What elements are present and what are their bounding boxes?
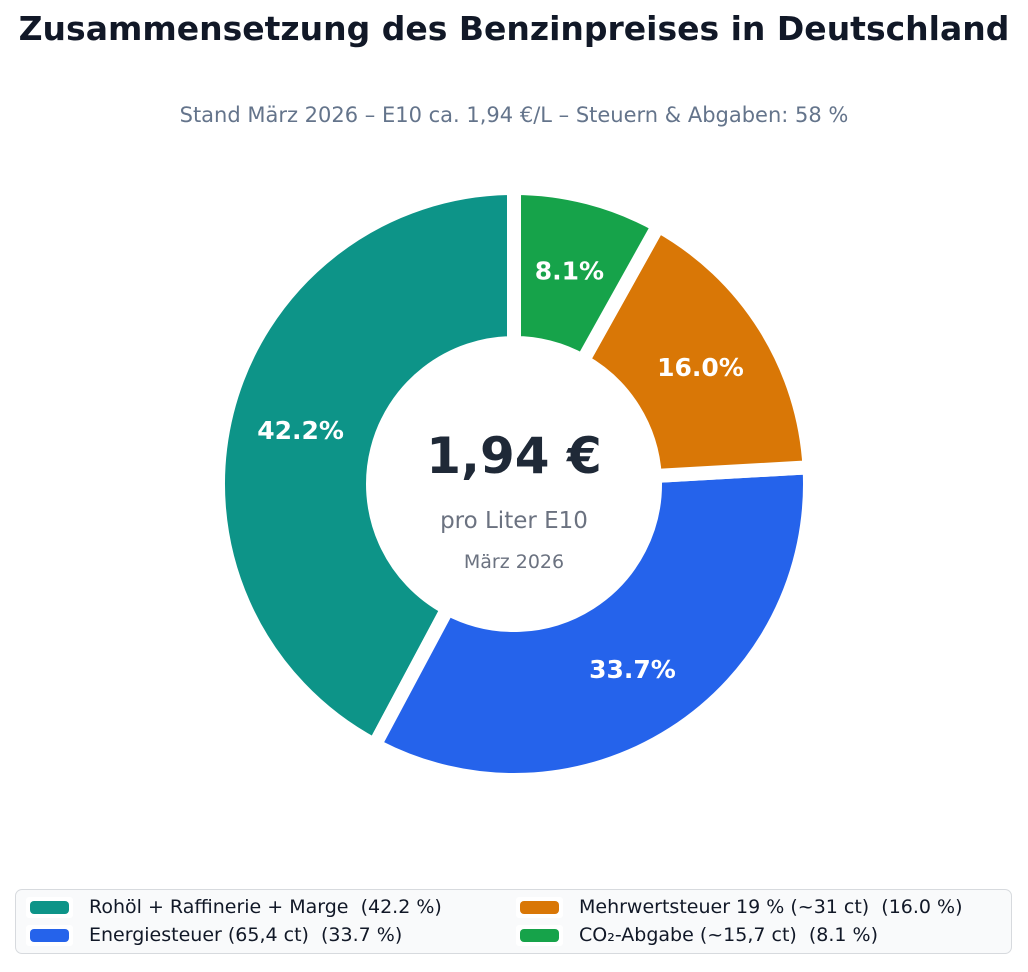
- legend-item-rohoel: Rohöl + Raffinerie + Marge (42.2 %): [26, 894, 516, 922]
- legend-item-co2: CO₂-Abgabe (~15,7 ct) (8.1 %): [516, 922, 1003, 950]
- legend-item-energiesteuer: Energiesteuer (65,4 ct) (33.7 %): [26, 922, 516, 950]
- chart-subtitle: Stand März 2026 – E10 ca. 1,94 €/L – Ste…: [179, 103, 849, 127]
- legend-item-mehrwertsteuer: Mehrwertsteuer 19 % (~31 ct) (16.0 %): [516, 894, 1003, 922]
- slice-percent-label-2: 16.0%: [657, 353, 744, 382]
- legend-label-rohoel: Rohöl + Raffinerie + Marge (42.2 %): [89, 896, 442, 919]
- legend-swatch-co2: [520, 928, 559, 942]
- center-price: 1,94 €: [426, 427, 602, 485]
- legend-swatch-frame: [516, 897, 563, 919]
- legend-swatch-frame: [516, 924, 563, 946]
- legend-swatch-rohoel: [30, 901, 69, 915]
- slice-percent-label-0: 42.2%: [257, 416, 344, 445]
- slice-percent-label-3: 8.1%: [535, 257, 604, 286]
- legend-label-mehrwertsteuer: Mehrwertsteuer 19 % (~31 ct) (16.0 %): [579, 896, 963, 919]
- legend-swatch-frame: [26, 924, 73, 946]
- legend-label-co2: CO₂-Abgabe (~15,7 ct) (8.1 %): [579, 923, 879, 946]
- legend-swatch-energiesteuer: [30, 928, 69, 942]
- legend: Rohöl + Raffinerie + Marge (42.2 %) Ener…: [15, 889, 1012, 954]
- chart-title: Zusammensetzung des Benzinpreises in Deu…: [18, 9, 1010, 48]
- pie-slice-3: [507, 180, 668, 371]
- legend-swatch-frame: [26, 897, 73, 919]
- pie-slice-0: [211, 180, 521, 755]
- pie-slice-1: [365, 459, 817, 787]
- center-date-label: März 2026: [463, 551, 565, 573]
- pie-slice-2: [573, 215, 817, 484]
- legend-swatch-mehrwertsteuer: [520, 901, 559, 915]
- slice-percent-label-1: 33.7%: [589, 655, 676, 684]
- legend-label-energiesteuer: Energiesteuer (65,4 ct) (33.7 %): [89, 923, 403, 946]
- center-unit-label: pro Liter E10: [440, 508, 588, 534]
